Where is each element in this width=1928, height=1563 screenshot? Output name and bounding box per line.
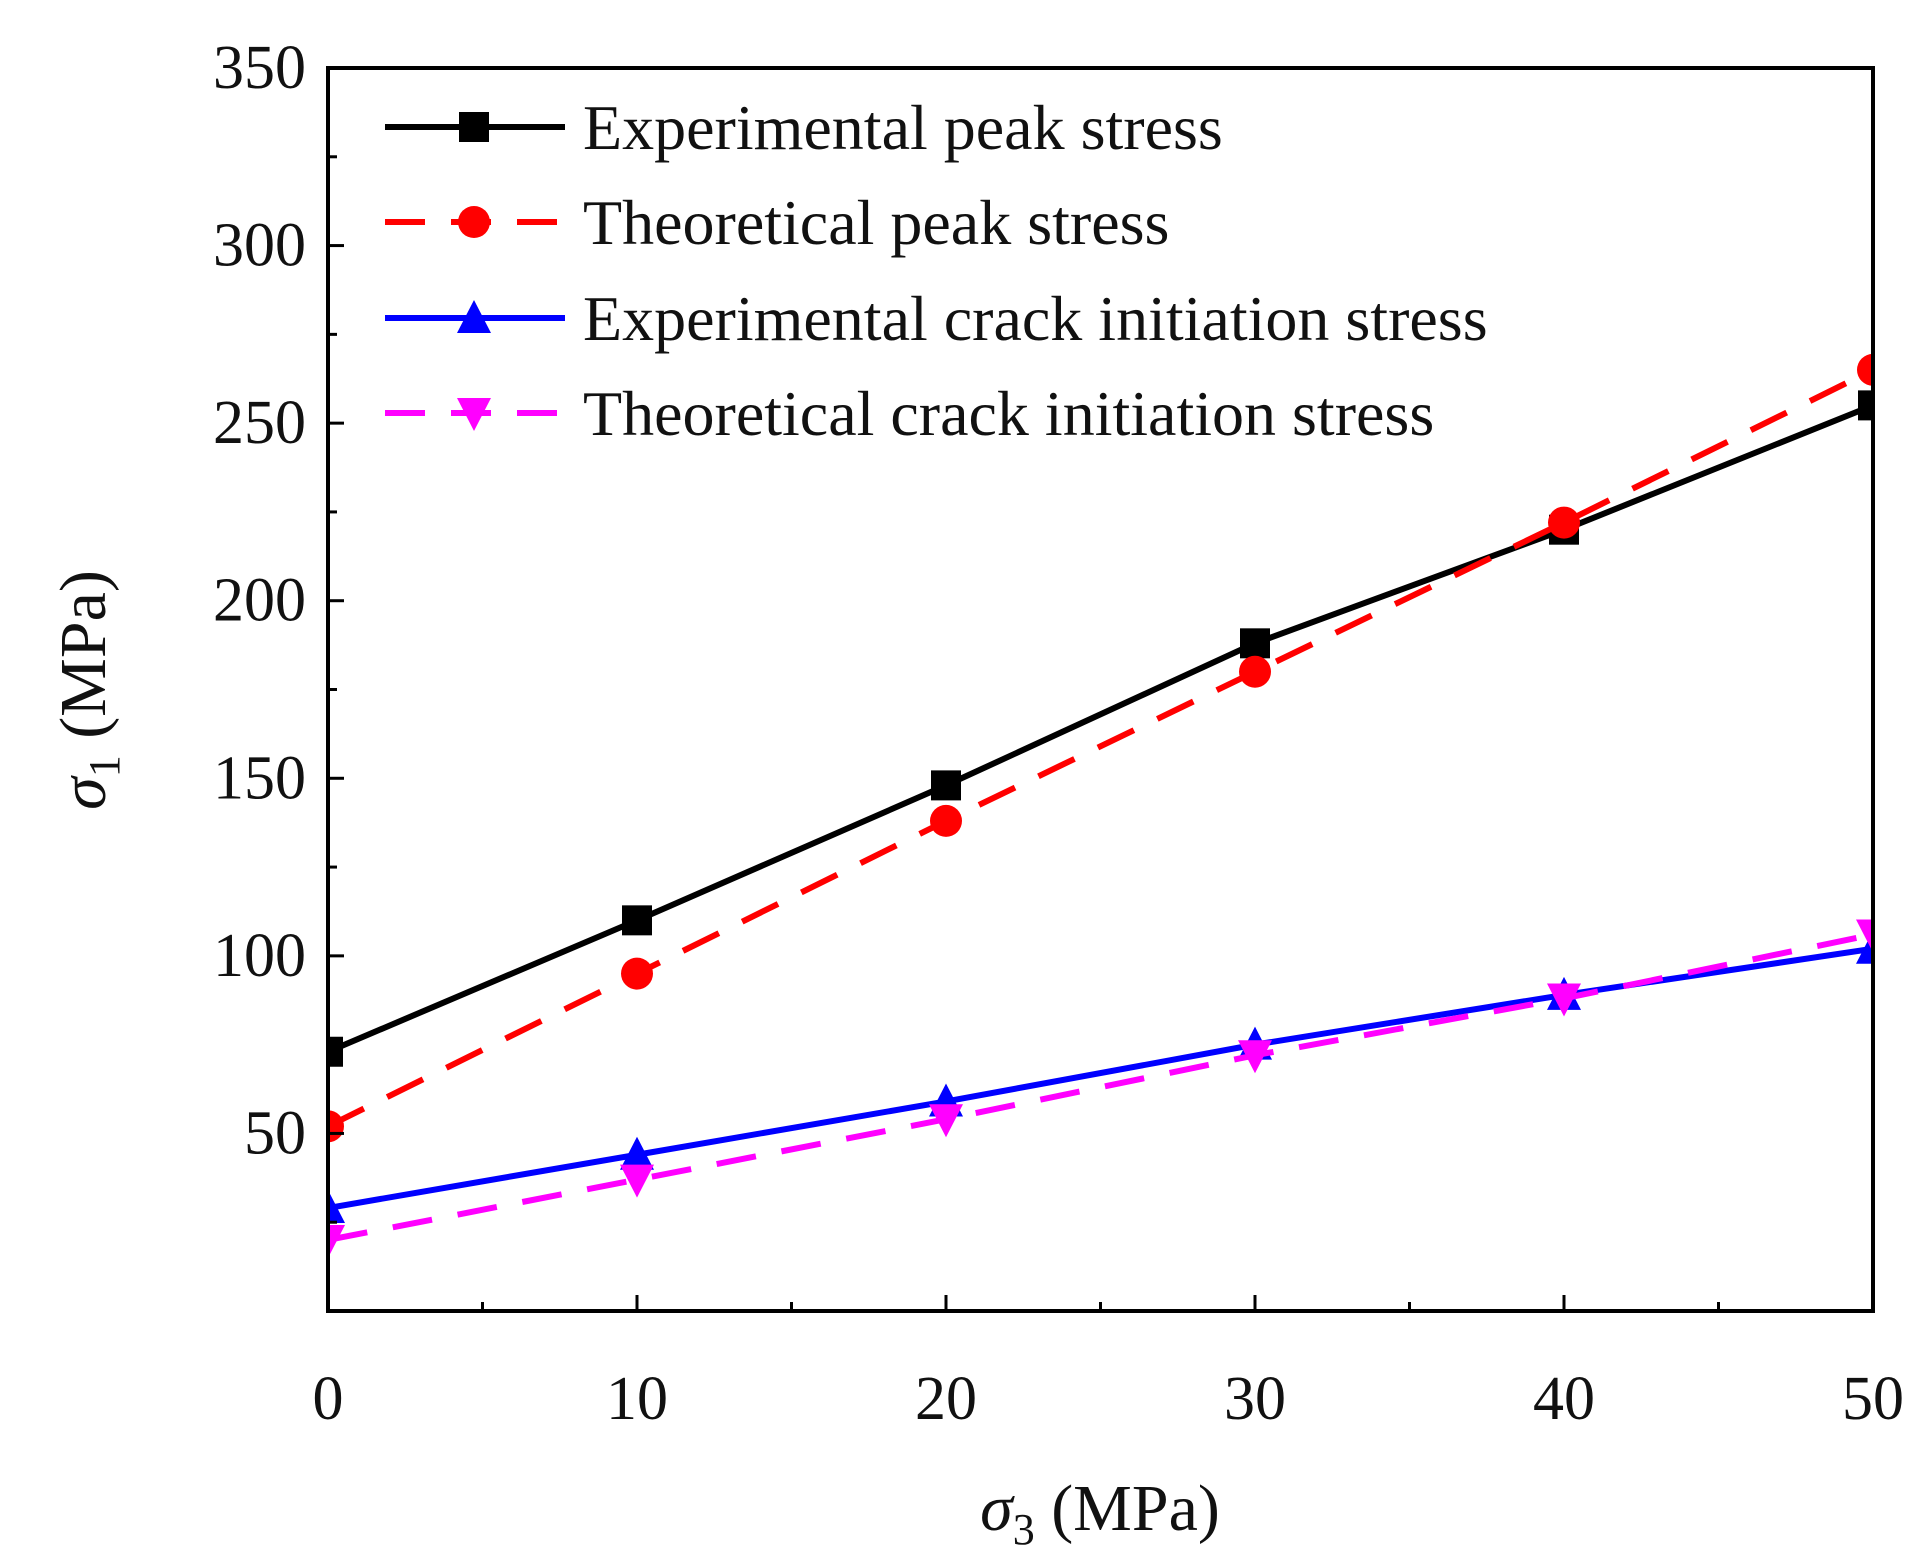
y-axis-label: σ1 (MPa)	[47, 570, 129, 810]
data-point	[328, 1224, 345, 1258]
data-point	[929, 1104, 963, 1138]
data-point	[1240, 628, 1270, 659]
data-point	[1858, 390, 1873, 421]
legend-marker	[458, 206, 490, 238]
ticks-layer: 0 10 20 30 40 50 50 100 150 200 250 300 350	[213, 34, 1904, 1433]
legend-label: Experimental peak stress	[583, 92, 1223, 163]
data-point	[1238, 1040, 1272, 1074]
series-layer	[328, 353, 1873, 1258]
legend-marker	[457, 398, 491, 431]
x-tick-label: 20	[915, 1365, 977, 1433]
series-line	[328, 367, 1873, 1130]
y-tick-label: 100	[213, 922, 306, 990]
legend-label: Experimental crack initiation stress	[583, 283, 1488, 354]
data-point	[1857, 353, 1873, 386]
y-tick-label: 350	[213, 34, 306, 102]
legend: Experimental peak stress Theoretical peak…	[385, 92, 1488, 449]
y-tick-label: 300	[213, 212, 306, 280]
legend-label: Theoretical peak stress	[583, 187, 1169, 258]
y-tick-label: 200	[213, 567, 306, 635]
series-line	[328, 945, 1873, 1211]
data-point	[328, 1190, 345, 1224]
data-point	[930, 804, 962, 837]
x-tick-label: 50	[1842, 1365, 1904, 1433]
data-point	[620, 1136, 654, 1170]
series-line	[328, 402, 1873, 1055]
data-point	[931, 770, 961, 801]
y-tick-label: 150	[213, 744, 306, 812]
data-point	[1856, 919, 1873, 953]
x-axis-label: σ3 (MPa)	[980, 1472, 1220, 1554]
x-tick-label: 40	[1533, 1365, 1595, 1433]
x-tick-label: 0	[313, 1365, 344, 1433]
legend-marker	[459, 112, 489, 142]
x-tick-label: 10	[606, 1365, 668, 1433]
data-point	[622, 905, 652, 936]
data-point	[1548, 506, 1580, 539]
x-tick-label: 30	[1224, 1365, 1286, 1433]
series-1	[328, 353, 1873, 1143]
legend-marker	[457, 300, 491, 333]
data-point	[620, 1164, 654, 1198]
legend-label: Theoretical crack initiation stress	[583, 378, 1434, 449]
data-point	[1239, 655, 1271, 688]
y-tick-label: 250	[213, 389, 306, 457]
y-tick-label: 50	[244, 1099, 306, 1167]
series-3	[328, 919, 1873, 1258]
data-point	[621, 957, 653, 990]
series-0	[328, 390, 1873, 1067]
data-point	[1547, 983, 1581, 1017]
